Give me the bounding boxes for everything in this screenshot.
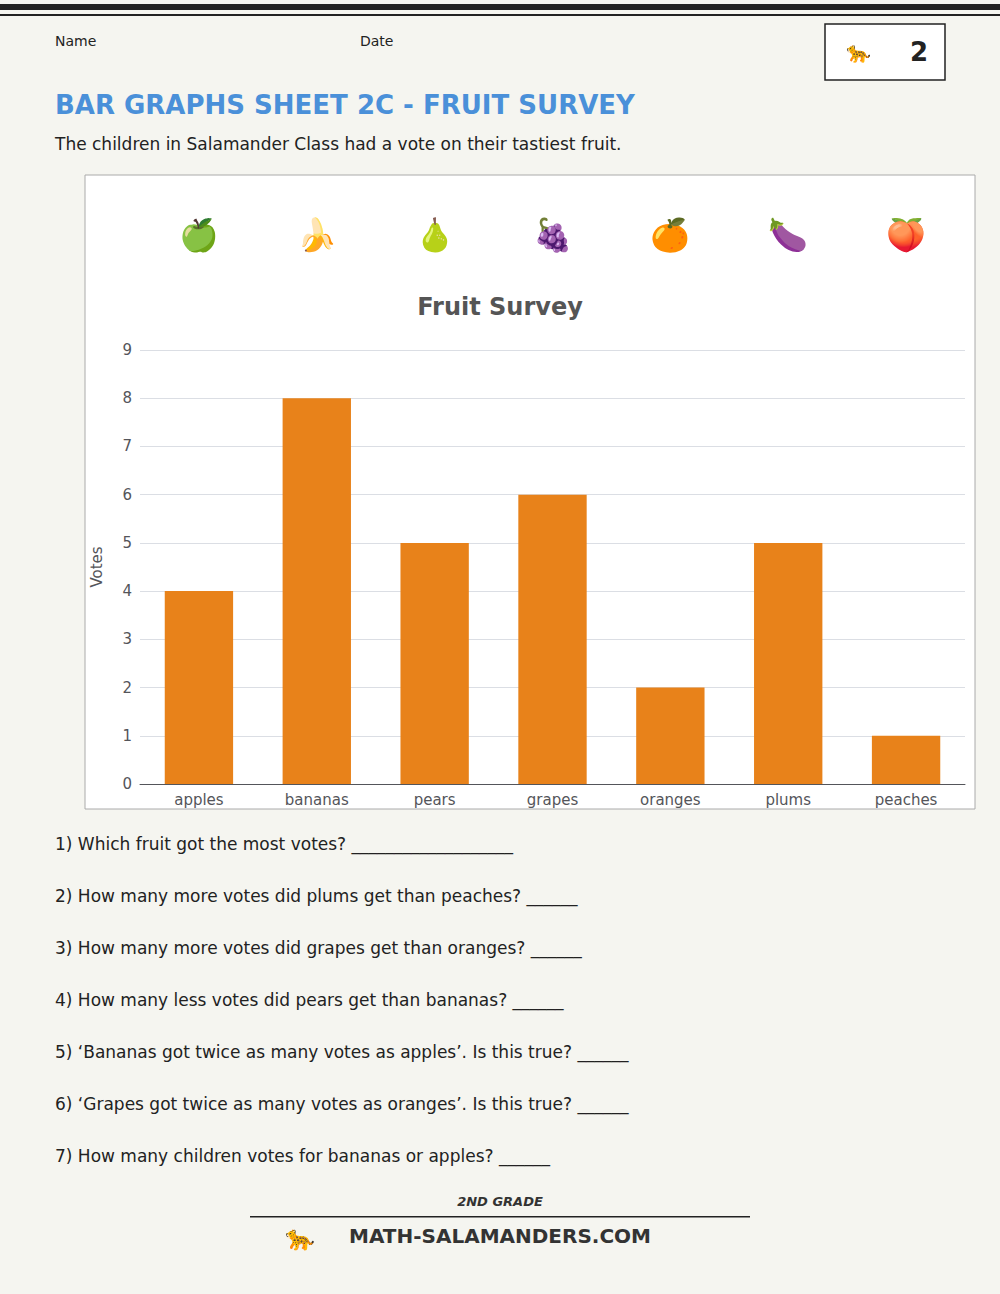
- svg-text:pears: pears: [414, 791, 456, 809]
- svg-text:2ND GRADE: 2ND GRADE: [457, 1194, 543, 1209]
- svg-text:Votes: Votes: [88, 546, 106, 587]
- svg-text:9: 9: [122, 341, 132, 359]
- svg-text:5) ‘Bananas got twice as many: 5) ‘Bananas got twice as many votes as a…: [55, 1042, 629, 1063]
- svg-text:2) How many more votes did plu: 2) How many more votes did plums get tha…: [55, 886, 578, 907]
- svg-text:🐆: 🐆: [846, 40, 871, 64]
- svg-text:Fruit Survey: Fruit Survey: [417, 293, 583, 321]
- svg-text:7: 7: [122, 437, 132, 455]
- svg-text:3: 3: [122, 630, 132, 648]
- svg-text:oranges: oranges: [640, 791, 701, 809]
- svg-text:🍌: 🍌: [297, 216, 337, 254]
- svg-text:6: 6: [122, 486, 132, 504]
- svg-text:7) How many children votes for: 7) How many children votes for bananas o…: [55, 1146, 550, 1167]
- svg-text:apples: apples: [174, 791, 224, 809]
- svg-text:Name: Name: [55, 33, 96, 49]
- svg-text:BAR GRAPHS SHEET 2C - FRUIT SU: BAR GRAPHS SHEET 2C - FRUIT SURVEY: [55, 90, 636, 120]
- svg-text:Date: Date: [360, 33, 393, 49]
- svg-text:plums: plums: [765, 791, 811, 809]
- svg-text:🍐: 🍐: [415, 216, 455, 254]
- svg-text:1) Which fruit got the most vo: 1) Which fruit got the most votes? _____…: [55, 834, 514, 855]
- svg-text:2: 2: [122, 679, 132, 697]
- svg-text:🍑: 🍑: [886, 216, 926, 254]
- svg-text:🐆: 🐆: [285, 1224, 315, 1252]
- svg-text:grapes: grapes: [527, 791, 579, 809]
- svg-text:0: 0: [122, 775, 132, 793]
- svg-text:bananas: bananas: [285, 791, 349, 809]
- svg-text:5: 5: [122, 534, 132, 552]
- svg-text:MATH-SALAMANDERS.COM: MATH-SALAMANDERS.COM: [349, 1224, 651, 1248]
- svg-text:4: 4: [122, 582, 132, 600]
- svg-text:4) How many less votes did pea: 4) How many less votes did pears get tha…: [55, 990, 564, 1011]
- svg-text:The children in Salamander Cla: The children in Salamander Class had a v…: [54, 134, 621, 154]
- svg-text:8: 8: [122, 389, 132, 407]
- svg-text:🍊: 🍊: [650, 216, 691, 254]
- svg-text:peaches: peaches: [875, 791, 938, 809]
- svg-text:6) ‘Grapes got twice as many v: 6) ‘Grapes got twice as many votes as or…: [55, 1094, 629, 1115]
- svg-text:1: 1: [122, 727, 132, 745]
- svg-text:🍆: 🍆: [768, 216, 808, 254]
- svg-text:3) How many more votes did gra: 3) How many more votes did grapes get th…: [55, 938, 582, 959]
- svg-text:2: 2: [910, 37, 928, 67]
- svg-text:🍏: 🍏: [179, 216, 219, 254]
- svg-text:🍇: 🍇: [533, 216, 573, 254]
